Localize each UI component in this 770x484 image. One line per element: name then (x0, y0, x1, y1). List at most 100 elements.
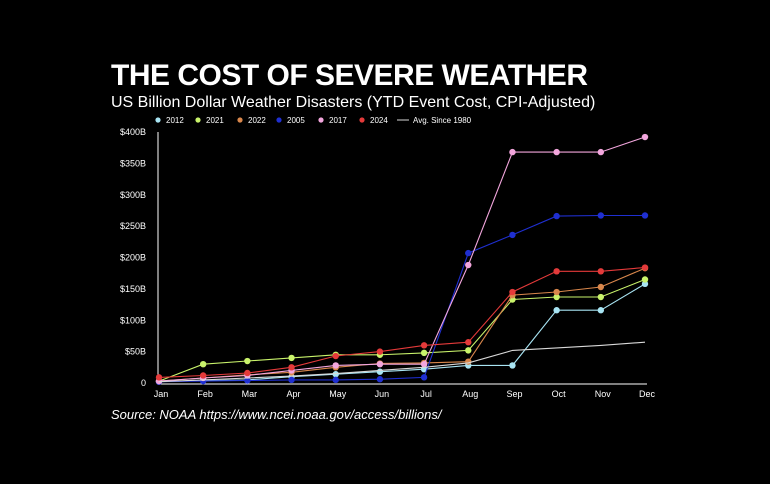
data-point (553, 268, 560, 275)
data-point (244, 369, 251, 377)
data-point (465, 261, 472, 269)
data-point (199, 372, 207, 379)
data-point (553, 288, 560, 296)
legend-item: 2005 (276, 116, 305, 125)
data-point (553, 212, 560, 220)
data-point (465, 358, 472, 365)
data-point (288, 354, 295, 362)
series-line (158, 136, 646, 382)
legend-item: 2024 (359, 116, 388, 125)
data-point (244, 357, 251, 365)
x-tick-label: Sep (506, 389, 522, 399)
legend-marker (359, 117, 365, 123)
y-tick-label: $50B (125, 347, 146, 357)
x-axis: Jan Feb Mar Apr May Jun Jul Aug Sep Oct Nov Dec (154, 383, 655, 399)
data-point (420, 349, 428, 357)
series-2005 (155, 212, 649, 385)
legend-item: 2017 (318, 116, 347, 125)
data-point (597, 283, 605, 291)
y-tick-label: $200B (120, 253, 146, 263)
legend-label: 2017 (329, 116, 347, 125)
data-point (244, 377, 251, 384)
data-point (597, 148, 605, 156)
y-tick-label: $300B (120, 190, 146, 200)
data-point (332, 371, 339, 378)
data-point (376, 376, 384, 383)
legend-label: 2022 (248, 116, 266, 125)
series-2017 (155, 133, 649, 385)
data-point (376, 360, 384, 368)
legend-label: 2005 (287, 116, 305, 125)
y-tick-label: $400B (120, 127, 146, 137)
y-tick-label: 0 (141, 378, 146, 388)
series-line (158, 214, 645, 383)
series-2022 (155, 264, 649, 385)
x-tick-label: Mar (242, 389, 258, 399)
data-point (288, 376, 295, 384)
data-point (332, 362, 339, 369)
series-avg-since-1980 (158, 341, 646, 383)
x-tick-label: Jul (420, 389, 432, 399)
chart-legend: 2012 2021 2022 2005 2017 2024 Avg. Since 1980 (155, 116, 472, 125)
data-point (288, 364, 295, 371)
data-point (509, 231, 516, 239)
legend-item: 2012 (155, 116, 184, 125)
legend-item: Avg. Since 1980 (397, 116, 472, 125)
y-tick-label: $150B (120, 284, 146, 294)
y-tick-label: $250B (120, 221, 146, 231)
data-point (597, 268, 605, 275)
legend-marker (276, 117, 282, 123)
data-point (597, 307, 605, 314)
chart-title: THE COST OF SEVERE WEATHER (111, 59, 588, 92)
data-point (553, 148, 560, 156)
legend-marker (195, 117, 201, 123)
data-point (597, 293, 605, 301)
chart-subtitle: US Billion Dollar Weather Disasters (YTD… (111, 94, 596, 111)
data-point (376, 368, 384, 375)
data-point (597, 212, 605, 219)
y-tick-label: $100B (120, 315, 146, 325)
series-2024 (155, 264, 649, 381)
data-point (509, 148, 516, 156)
legend-label: Avg. Since 1980 (413, 116, 472, 125)
x-tick-label: Oct (552, 389, 567, 399)
legend-marker (318, 117, 324, 123)
legend-label: 2021 (206, 116, 224, 125)
data-point (641, 133, 649, 141)
legend-item: 2021 (195, 116, 224, 125)
data-point (509, 288, 516, 296)
legend-label: 2024 (370, 116, 388, 125)
data-point (553, 293, 560, 301)
data-point (420, 342, 428, 349)
series-line (158, 267, 646, 382)
x-tick-label: Jun (375, 389, 390, 399)
y-tick-label: $350B (120, 158, 146, 168)
legend-marker (155, 117, 161, 123)
series-line (158, 266, 646, 378)
data-point (376, 348, 384, 355)
series-line (158, 278, 646, 382)
data-point (553, 307, 560, 314)
legend-item: 2022 (237, 116, 266, 125)
legend-label: 2012 (166, 116, 184, 125)
x-tick-label: Aug (462, 389, 478, 399)
data-point (332, 352, 339, 360)
source-note: Source: NOAA https://www.ncei.noaa.gov/a… (111, 407, 442, 422)
data-point (641, 276, 649, 283)
data-point (465, 339, 472, 346)
y-axis: 0 $50B $100B $150B $200B $250B $300B $350B $400B (120, 127, 159, 388)
data-point (465, 347, 472, 354)
x-tick-label: Jan (154, 389, 169, 399)
data-point (641, 280, 649, 288)
series-group (155, 133, 649, 385)
data-point (332, 376, 339, 384)
data-point (509, 362, 516, 369)
data-point (641, 264, 649, 271)
x-tick-label: Apr (287, 389, 301, 399)
data-point (641, 212, 649, 219)
legend-marker (237, 117, 243, 123)
series-line (158, 341, 646, 383)
series-line (158, 283, 646, 383)
data-point (465, 249, 472, 257)
